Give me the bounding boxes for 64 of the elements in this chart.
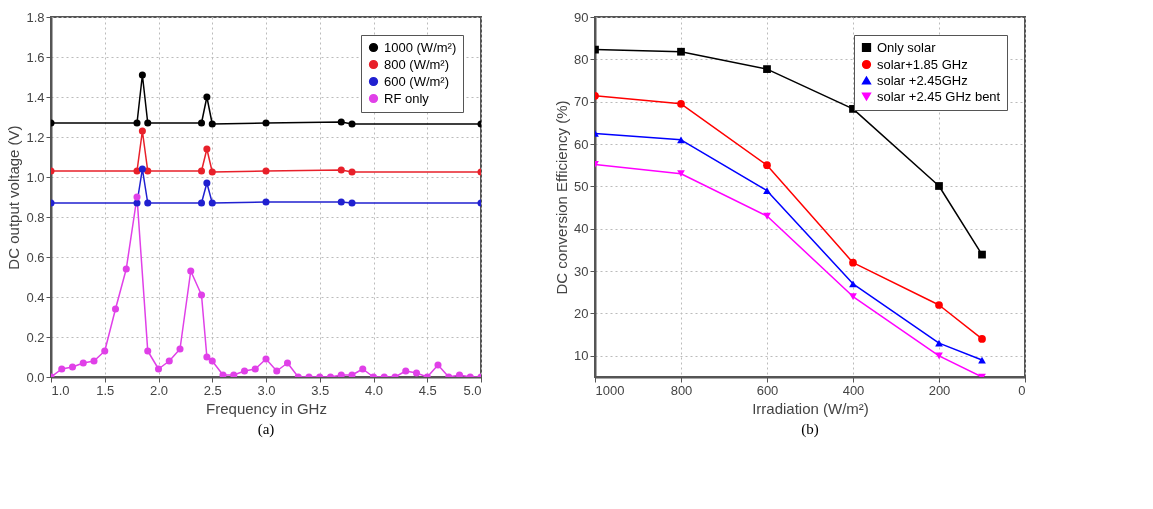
- x-tick-label: 1.5: [96, 382, 115, 398]
- point: [677, 170, 685, 178]
- x-tick-label: 3.5: [311, 382, 330, 398]
- y-tick-label: 40: [574, 221, 589, 237]
- point: [677, 136, 685, 144]
- y-axis-title: DC conversion Efficiency (%): [553, 100, 571, 295]
- legend-label: solar +2.45GHz: [877, 72, 968, 88]
- x-tick-label: 4.5: [418, 382, 437, 398]
- legend-label: solar+1.85 GHz: [877, 56, 968, 72]
- y-tick-label: 1.4: [26, 89, 45, 105]
- point: [849, 293, 857, 300]
- x-tick-label: 600: [756, 382, 779, 398]
- y-tick-label: 90: [574, 9, 589, 25]
- point: [978, 335, 986, 343]
- point: [677, 47, 685, 56]
- x-axis-title: Frequency in GHz: [206, 399, 327, 417]
- point: [935, 352, 943, 360]
- point: [763, 65, 771, 73]
- legend-label: 1000 (W/m²): [384, 39, 457, 55]
- y-tick-label: 0.6: [26, 249, 45, 265]
- y-tick-label: 70: [574, 94, 589, 110]
- point: [763, 161, 771, 170]
- point: [763, 212, 771, 220]
- x-tick-label: 5.0: [463, 382, 482, 398]
- point: [849, 258, 857, 267]
- x-tick-label: 0: [1018, 382, 1026, 398]
- legend-label: 800 (W/m²): [384, 56, 449, 72]
- y-tick-label: 20: [574, 305, 589, 321]
- point: [935, 301, 943, 309]
- x-tick-label: 2.5: [203, 382, 222, 398]
- y-tick-label: 10: [574, 348, 589, 364]
- y-tick-label: 1.6: [26, 49, 45, 65]
- point: [677, 99, 685, 108]
- x-tick-label: 200: [928, 382, 951, 398]
- point: [935, 182, 943, 190]
- x-tick-label: 1000: [595, 382, 625, 398]
- legend-label: RF only: [384, 90, 430, 106]
- y-tick-label: 1.8: [26, 9, 45, 25]
- x-tick-label: 800: [670, 382, 693, 398]
- y-tick-label: 0.8: [26, 209, 45, 225]
- legend-label: Only solar: [877, 39, 937, 55]
- point: [763, 187, 771, 194]
- text: (a): [257, 421, 275, 438]
- y-tick-label: 0.4: [26, 289, 45, 305]
- point: [849, 280, 857, 288]
- y-tick-label: 30: [574, 263, 589, 279]
- y-tick-label: 0.0: [26, 369, 45, 385]
- y-tick-label: 0.2: [26, 329, 45, 345]
- x-axis-title: Irradiation (W/m²): [752, 399, 869, 417]
- y-tick-label: 1.0: [26, 169, 45, 185]
- point: [978, 250, 986, 259]
- text: (b): [801, 421, 819, 438]
- x-tick-label: 3.0: [257, 382, 276, 398]
- x-tick-label: 400: [842, 382, 865, 398]
- legend-label: 600 (W/m²): [384, 73, 449, 89]
- y-axis-title: DC output voltage (V): [5, 125, 23, 270]
- x-tick-label: 4.0: [364, 382, 384, 398]
- legend-label: solar +2.45 GHz bent: [877, 88, 1001, 104]
- y-tick-label: 50: [574, 178, 589, 194]
- x-tick-label: 2.0: [149, 382, 169, 398]
- x-tick-label: 1.0: [51, 382, 70, 398]
- y-tick-label: 60: [574, 136, 589, 152]
- y-tick-label: 1.2: [26, 129, 45, 145]
- y-tick-label: 80: [574, 51, 589, 67]
